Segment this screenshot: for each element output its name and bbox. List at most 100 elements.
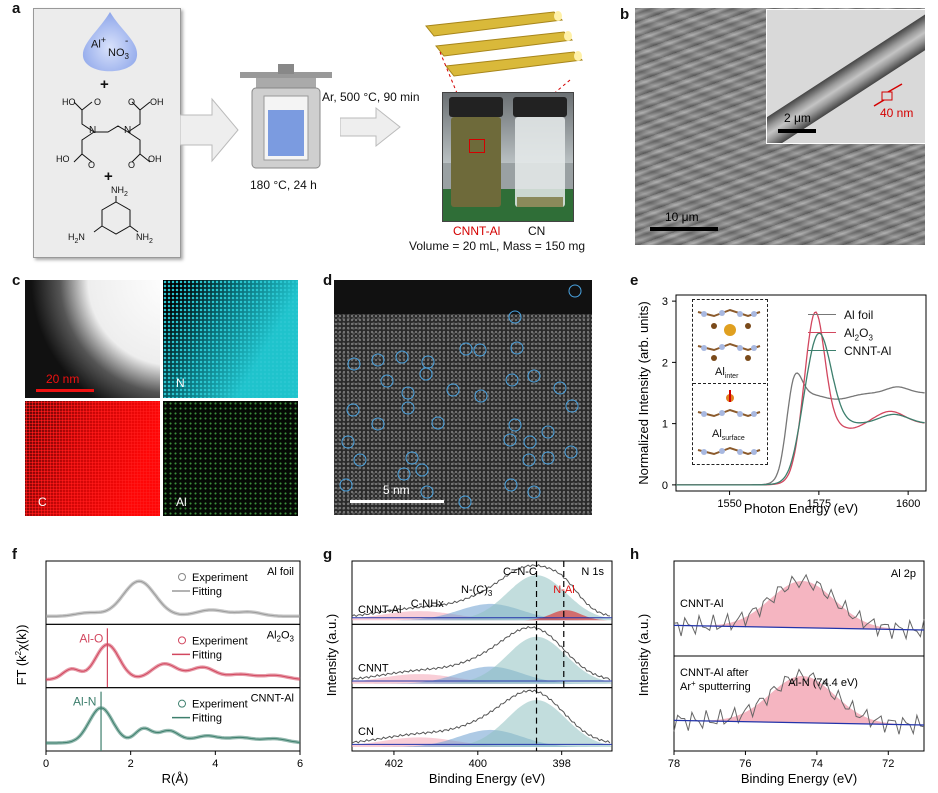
g-ylabel: Intensity (a.u.): [324, 614, 339, 696]
e-xtick-label-2: 1600: [896, 498, 920, 510]
h-xtick-label-0: 78: [668, 758, 680, 770]
al-surface-structure-icon: [697, 390, 761, 418]
atom-marker-18: [346, 403, 360, 417]
g-peak-nc3-a: N-(C): [461, 584, 488, 596]
e-legend-foil: Al foil: [844, 308, 874, 322]
haadf-image: [334, 280, 592, 515]
atom-marker-12: [446, 383, 460, 397]
sem-scale-label: 10 μm: [665, 210, 699, 224]
g-peak-nc3: N-(C)3: [461, 584, 493, 598]
e-ytick-label-0: 0: [662, 480, 668, 492]
f-xlabel: R(Å): [162, 771, 189, 786]
f-fitting-0: [46, 580, 300, 617]
al-surface-sub: surface: [721, 435, 745, 443]
edta-o-3: O: [128, 97, 136, 107]
c-map: [25, 401, 160, 516]
g-area-cnc-2: [352, 700, 612, 747]
h-frame-1: [673, 655, 925, 752]
c-scale-bar: [36, 389, 94, 392]
atom-marker-10: [380, 374, 394, 388]
atom-marker-5: [421, 355, 435, 369]
atom-marker-11: [401, 386, 415, 400]
d-scale-label: 5 nm: [383, 483, 410, 497]
f-legend-marker-2: [178, 699, 186, 708]
g-area-nc3-0: [352, 603, 612, 621]
g-peak-nal: N-Al: [553, 584, 574, 596]
g-xtick-label-0: 402: [385, 758, 403, 770]
melamine-nh2-right-sub: 2: [149, 237, 153, 245]
sample-info: Volume = 20 mL, Mass = 150 mg: [409, 239, 586, 253]
f-experiment-0: [46, 579, 300, 619]
f-legend-exp-0: Experiment: [192, 572, 248, 584]
atom-marker-28: [415, 463, 429, 477]
g-raw-1: [351, 625, 611, 681]
atom-marker-7: [473, 343, 487, 357]
d-scale-bar: [350, 500, 444, 503]
h-raw-1: [673, 668, 925, 736]
edta-oh-4: OH: [148, 154, 162, 164]
autoclave-icon: [240, 64, 332, 169]
e-xtick-label-0: 1550: [717, 498, 741, 510]
tem-inset: [766, 9, 926, 144]
edta-ho-2: HO: [56, 154, 70, 164]
h-xlabel: Binding Energy (eV): [741, 771, 857, 786]
f-bond-label-2: Al-N: [73, 695, 96, 709]
sample-label-cn: CN: [528, 224, 546, 238]
inset-scale-bar: [778, 129, 816, 133]
melamine-h2n-n: N: [78, 232, 85, 242]
e-ylabel: Normalized Intensity (arb. units): [636, 301, 651, 485]
panel-label-e: e: [630, 272, 639, 289]
atom-marker-38: [339, 478, 353, 492]
atom-marker-2: [347, 357, 361, 371]
n-map-label: N: [176, 376, 185, 390]
e-legend-cnnt: CNNT-Al: [844, 344, 892, 358]
e-legend-swatch-cnnt: [808, 350, 836, 351]
e-inset-divider: [693, 383, 766, 384]
g-area-cnc-1: [352, 636, 612, 684]
e-legend: Al foil Al2O3 CNNT-Al: [808, 306, 892, 360]
panel-f-chart: Experiment Fitting Al foil Al-O Experiment Fi…: [14, 560, 303, 786]
al-inter-label: Al: [715, 366, 725, 378]
f-legend-marker-1: [178, 636, 186, 645]
atom-marker-13: [505, 373, 519, 387]
c-map-label: C: [38, 495, 47, 509]
atom-marker-16: [553, 381, 567, 395]
melamine-structure-icon: [93, 196, 139, 235]
plus-sign-2: +: [104, 168, 113, 185]
g-xtick-label-1: 400: [469, 758, 487, 770]
ion-no3-charge: -: [125, 36, 129, 47]
plus-sign-1: +: [100, 76, 109, 93]
f-bond-label-1: Al-O: [79, 631, 103, 645]
atom-marker-26: [341, 435, 355, 449]
atom-marker-1: [508, 310, 522, 324]
atom-marker-14: [474, 389, 488, 403]
h-area-1: [674, 676, 924, 725]
atom-marker-17: [565, 399, 579, 413]
f-xtick-label-2: 4: [212, 758, 218, 770]
g-title: N 1s: [581, 566, 604, 578]
atom-marker-8: [510, 341, 524, 355]
e-ytick-label-3: 3: [662, 296, 668, 308]
g-plot-area: CNNT-Al CNNT CN N 1s C=N-C N-(C)3 C-NHx N-Al 402…: [351, 560, 613, 770]
atom-marker-37: [458, 495, 472, 509]
g-row-label-0: CNNT-Al: [358, 604, 401, 616]
e-legend-al2o3-sub2: 3: [868, 333, 873, 343]
atom-marker-21: [431, 416, 445, 430]
atom-marker-20: [401, 401, 415, 415]
edta-oh-3: OH: [150, 97, 164, 107]
atom-marker-35: [504, 478, 518, 492]
ion-al-charge: +: [100, 35, 107, 45]
f-xtick-label-0: 0: [43, 758, 49, 770]
g-area-cnc-0: [352, 575, 612, 621]
atom-marker-32: [522, 453, 536, 467]
h-row2-c: sputterring: [696, 681, 751, 693]
atom-marker-24: [503, 433, 517, 447]
furnace-condition: Ar, 500 °C, 90 min: [322, 90, 420, 104]
panel-label-a: a: [12, 0, 21, 17]
h-area-0: [674, 581, 924, 630]
e-ytick-label-2: 2: [662, 357, 668, 369]
panel-label-g: g: [323, 546, 333, 563]
al-surface-bottom-icon: [697, 446, 761, 456]
g-peak-nc3-sub: 3: [488, 589, 493, 598]
